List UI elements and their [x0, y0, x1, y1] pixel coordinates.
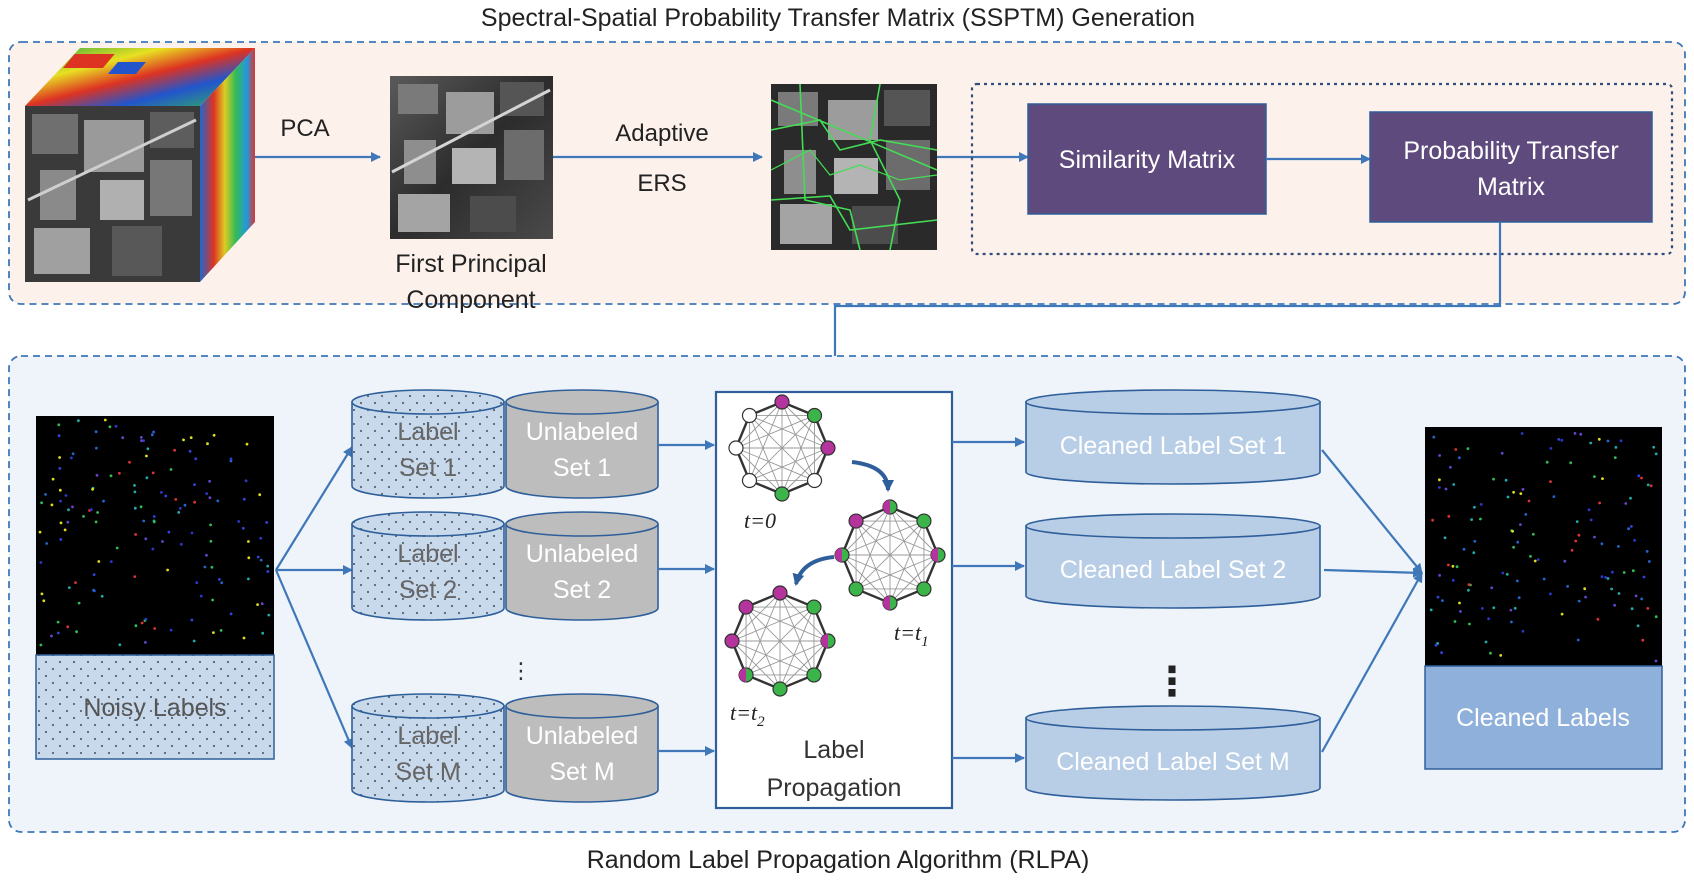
set-row-2: Label Set 2 Unlabeled Set 2 [351, 511, 715, 621]
label-set-label-line1: Label [397, 722, 458, 750]
label-set-label-line2: Set 2 [399, 576, 457, 604]
cleaned-set-row-3: Cleaned Label Set M [952, 705, 1321, 801]
unlabeled-set-label-line2: Set M [549, 758, 614, 786]
unlabeled-set-label-line1: Unlabeled [526, 722, 639, 750]
label-set-cylinder-top [351, 511, 505, 537]
cleaned-set-label: Cleaned Label Set 2 [1060, 556, 1287, 584]
probability-transfer-matrix-box [1369, 111, 1653, 223]
label-set-cylinder [351, 523, 505, 621]
bottom-section-title: Random Label Propagation Algorithm (RLPA… [587, 846, 1090, 874]
cleaned-set-cylinder [1025, 401, 1321, 485]
unlabeled-set-label-line1: Unlabeled [526, 418, 639, 446]
cleaned-set-label: Cleaned Label Set 1 [1060, 432, 1287, 460]
propagation-arrow-2 [792, 555, 835, 586]
unlabeled-set-label-line2: Set 1 [553, 454, 611, 482]
noisy-labels-map [36, 416, 274, 655]
label-set-label-line1: Label [397, 418, 458, 446]
cleaned-set-row-1: Cleaned Label Set 1 [952, 389, 1321, 485]
cleaned-set-row-2: Cleaned Label Set 2 [952, 513, 1321, 609]
unlabeled-set-cylinder [505, 401, 659, 499]
label-set-cylinder-top [351, 693, 505, 719]
t1-label-sub: 1 [921, 634, 929, 650]
cleaned-set-cylinder [1025, 525, 1321, 609]
graph-t2 [724, 585, 836, 697]
set-row-1: Label Set 1 Unlabeled Set 1 [351, 389, 715, 499]
unlabeled-set-cylinder-top [505, 389, 659, 415]
similarity-matrix-label: Similarity Matrix [1059, 146, 1236, 174]
cleaned-set-cylinder-top [1025, 389, 1321, 415]
fanout-arrow-1 [275, 446, 353, 571]
unlabeled-set-label-line1: Unlabeled [526, 540, 639, 568]
adaptive-label: Adaptive [615, 120, 708, 147]
label-set-label-line1: Label [397, 540, 458, 568]
label-set-cylinder [351, 401, 505, 499]
cleaned-set-cylinder [1025, 717, 1321, 801]
ptm-label-line2: Matrix [1477, 173, 1546, 201]
label-set-cylinder-top [351, 389, 505, 415]
t1-label-base: t=t [894, 620, 922, 645]
unlabeled-set-cylinder-top [505, 693, 659, 719]
cleaned-set-cylinder-top [1025, 513, 1321, 539]
graph-t1 [834, 499, 946, 611]
superpixel-segmentation-image [770, 83, 938, 251]
first-principal-component-image [390, 76, 553, 239]
fanin-arrow-m [1321, 572, 1423, 753]
t2-label: t=t2 [730, 700, 765, 730]
ers-label: ERS [637, 170, 686, 197]
cleaned-set-cylinder-top [1025, 705, 1321, 731]
fanin-arrow-1 [1321, 449, 1423, 574]
unlabeled-set-cylinder [505, 523, 659, 621]
label-propagation-box [714, 390, 954, 810]
t1-label: t=t1 [894, 620, 929, 650]
t2-label-sub: 2 [757, 714, 765, 730]
first-pc-label-line1: First Principal [395, 250, 546, 278]
label-set-cylinder [351, 705, 505, 803]
label-set-label-line2: Set M [395, 758, 460, 786]
noisy-labels-box [35, 654, 275, 760]
fanin-arrow-2 [1323, 567, 1423, 578]
hyperspectral-cube-image [25, 48, 255, 282]
first-pc-label-line2: Component [406, 286, 535, 314]
label-set-label-line2: Set 1 [399, 454, 457, 482]
propagation-arrow-1 [851, 460, 894, 492]
matrix-group-box [970, 82, 1674, 256]
ptm-to-lp-connector [830, 222, 1502, 387]
fanout-arrow-m [274, 569, 354, 749]
unlabeled-set-label-line2: Set 2 [553, 576, 611, 604]
t0-label: t=0 [744, 508, 776, 533]
cleaned-ellipsis-large: ⋮ [1152, 660, 1192, 704]
top-section-title: Spectral-Spatial Probability Transfer Ma… [481, 4, 1195, 32]
lp-label-line2: Propagation [767, 774, 902, 802]
cleaned-set-label: Cleaned Label Set M [1056, 748, 1289, 776]
cleaned-labels-label: Cleaned Labels [1456, 704, 1630, 732]
ptm-label-line1: Probability Transfer [1403, 137, 1618, 165]
lp-label-line1: Label [803, 736, 864, 764]
t2-label-base: t=t [730, 700, 758, 725]
similarity-matrix-box [1027, 103, 1267, 215]
unlabeled-set-cylinder-top [505, 511, 659, 537]
cleaned-labels-box [1424, 665, 1663, 770]
cleaned-labels-map [1425, 427, 1662, 666]
noisy-labels-label: Noisy Labels [83, 694, 226, 722]
set-row-3: Label Set M Unlabeled Set M [351, 693, 715, 803]
sets-ellipsis-small: ⋮ [510, 658, 532, 683]
graph-t0 [728, 394, 836, 502]
unlabeled-set-cylinder [505, 705, 659, 803]
pca-label: PCA [280, 115, 329, 142]
